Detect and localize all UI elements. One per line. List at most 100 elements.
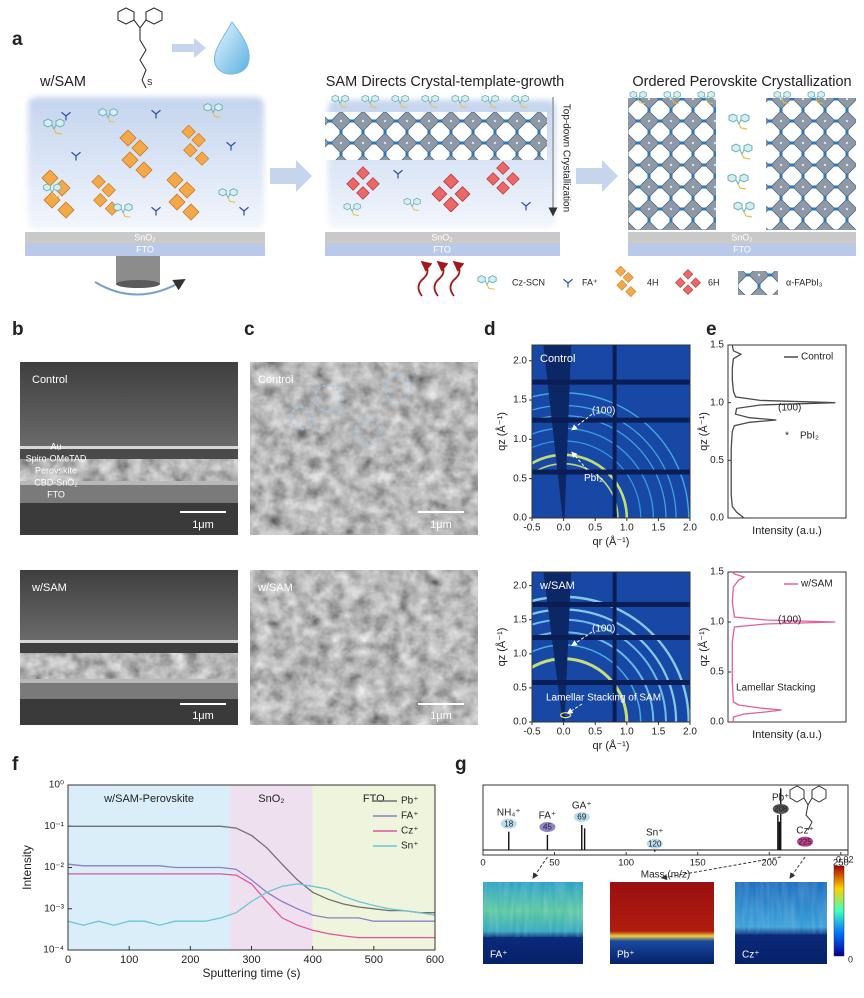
panel-label: d (484, 319, 496, 340)
scale-label: 1μm (192, 710, 214, 722)
layer-label: FTO (136, 244, 154, 254)
detector-gap (612, 345, 617, 518)
x-tick-label: 0.0 (557, 727, 571, 738)
mass-label: 208 (774, 805, 788, 814)
plot-frame (482, 784, 849, 856)
x-tick-label: 2.0 (683, 727, 697, 738)
y-tick-label: 1.0 (513, 648, 527, 659)
precursor-film (28, 97, 264, 229)
y-tick-label: 1.5 (710, 567, 724, 578)
x-tick-label: 500 (365, 954, 383, 966)
legend-label: 4H (647, 277, 659, 287)
y-tick-label: 1.5 (513, 395, 527, 406)
heat-arrows (417, 260, 465, 297)
region-label: w/SAM-Perovskite (103, 793, 194, 805)
mass-badge (573, 812, 590, 822)
y-tick-label: 10⁻² (44, 862, 64, 873)
x-tick-label: 0.5 (588, 727, 602, 738)
pinhole-marks (290, 374, 412, 446)
panel-label: g (455, 754, 467, 775)
spin-chuck (116, 280, 160, 288)
detector-gap (532, 635, 690, 640)
legend-label: Pb⁺ (401, 796, 419, 807)
sno2-layer (25, 232, 265, 244)
y-tick-label: 1.0 (710, 617, 724, 628)
legend-label: FA⁺ (401, 811, 419, 822)
fto-layer (25, 244, 265, 256)
x-tick-label: 1.5 (651, 727, 665, 738)
panel-label: f (12, 754, 19, 775)
annotation: Lamellar Stacking (736, 683, 815, 694)
mass-badge (772, 804, 789, 814)
annotation: PbI₂ (800, 431, 819, 442)
annotation-arrow (571, 413, 593, 431)
ion-label: FA⁺ (539, 811, 557, 822)
sem-top-view (250, 362, 478, 535)
y-tick-label: 0.5 (710, 667, 724, 678)
x-tick-label: -0.5 (523, 727, 541, 738)
y-axis-label: qz (Å⁻¹) (495, 412, 508, 451)
legend-label: FA⁺ (582, 277, 598, 287)
scale-label: 1μm (430, 519, 452, 531)
ion-label: Sn⁺ (646, 827, 664, 838)
annotation-arrow (571, 631, 593, 647)
layer-label: Perovskite (35, 465, 77, 475)
spin-arrow (94, 278, 186, 296)
mass-label: 225 (798, 837, 812, 846)
arrow (576, 160, 618, 192)
region-label: FTO (363, 793, 385, 805)
sno2-layer (628, 232, 856, 244)
annotation: PbI₂ (584, 473, 603, 484)
mass-label: 120 (648, 839, 662, 848)
cz-molecule (789, 785, 827, 831)
scale-label: 1μm (192, 519, 214, 531)
layer-label: FTO (47, 489, 65, 499)
x-tick-label: 600 (426, 954, 444, 966)
x-tick-label: 50 (549, 858, 560, 869)
region (312, 785, 435, 950)
heatmaps (483, 865, 845, 964)
x-tick-label: 0.0 (557, 523, 571, 534)
legend-label: w/SAM (800, 579, 833, 590)
y-tick-label: 0.0 (710, 513, 724, 524)
y-tick-label: 0.0 (710, 717, 724, 728)
mass-badge (797, 836, 814, 847)
sem-cross-section (20, 570, 238, 725)
annotation: (100) (778, 615, 801, 626)
plot-frame (531, 344, 691, 519)
layer-label: FTO (733, 244, 751, 254)
lamellar-spot (559, 712, 572, 719)
layer-label: SnO₂ (731, 232, 753, 242)
image-link (661, 856, 781, 881)
data-line (731, 571, 836, 722)
layer-label: FTO (433, 244, 451, 254)
x-axis-label: Mass (m/z) (641, 870, 690, 881)
step-title: SAM Directs Crystal-template-growth (326, 74, 565, 90)
detector-gap (532, 379, 690, 385)
giwaxs-image (532, 572, 690, 722)
legend-label: Sn⁺ (401, 841, 419, 852)
x-axis-label: Intensity (a.u.) (752, 525, 822, 537)
step-title: Ordered Perovskite Crystallization (632, 74, 851, 90)
arrow-label: Top-down Crystallization (560, 104, 571, 212)
y-tick-label: 10⁰ (49, 780, 64, 791)
x-tick-label: 2.0 (683, 523, 697, 534)
y-tick-label: 10⁻⁴ (43, 945, 64, 956)
colorbar-label: 0 (848, 954, 853, 964)
giwaxs-image (532, 345, 690, 518)
scale-label: 1μm (430, 710, 452, 722)
detector-gap (612, 572, 617, 722)
y-tick-label: 1.5 (710, 340, 724, 351)
x-tick-label: 100 (618, 858, 634, 869)
arrow (270, 160, 312, 192)
colorbar-label: 0.02 (836, 854, 854, 864)
region (230, 785, 313, 950)
legend-label: Control (801, 352, 833, 363)
image-label: Pb⁺ (617, 950, 635, 961)
image-label: Control (540, 353, 575, 365)
sno2-layer (325, 232, 560, 244)
x-tick-label: -0.5 (523, 523, 541, 534)
panel-label: e (706, 319, 717, 340)
annotation: (100) (592, 624, 615, 635)
